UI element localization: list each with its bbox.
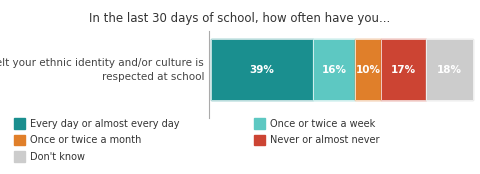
Text: 10%: 10% (356, 65, 381, 75)
Text: Once or twice a week: Once or twice a week (270, 118, 375, 129)
Bar (426, 39, 473, 100)
Bar (14, 135, 25, 145)
Bar (313, 39, 355, 100)
Text: Once or twice a month: Once or twice a month (30, 135, 141, 145)
Bar (254, 118, 265, 129)
Bar (14, 151, 25, 162)
Bar (254, 135, 265, 145)
Text: 39%: 39% (250, 65, 275, 75)
Text: In the last 30 days of school, how often have you...: In the last 30 days of school, how often… (89, 12, 391, 25)
Bar (426, 39, 473, 100)
Bar (381, 39, 426, 100)
Text: Never or almost never: Never or almost never (270, 135, 379, 145)
Text: 17%: 17% (391, 65, 416, 75)
Text: felt your ethnic identity and/or culture is
respected at school: felt your ethnic identity and/or culture… (0, 58, 204, 82)
Bar (14, 118, 25, 129)
Bar (211, 39, 313, 100)
Text: 16%: 16% (322, 65, 347, 75)
Bar (313, 39, 355, 100)
Text: Don't know: Don't know (30, 152, 85, 162)
Text: 18%: 18% (437, 65, 462, 75)
Bar (211, 39, 313, 100)
Text: Every day or almost every day: Every day or almost every day (30, 118, 179, 129)
Bar (355, 39, 381, 100)
Bar (355, 39, 381, 100)
Bar (381, 39, 426, 100)
